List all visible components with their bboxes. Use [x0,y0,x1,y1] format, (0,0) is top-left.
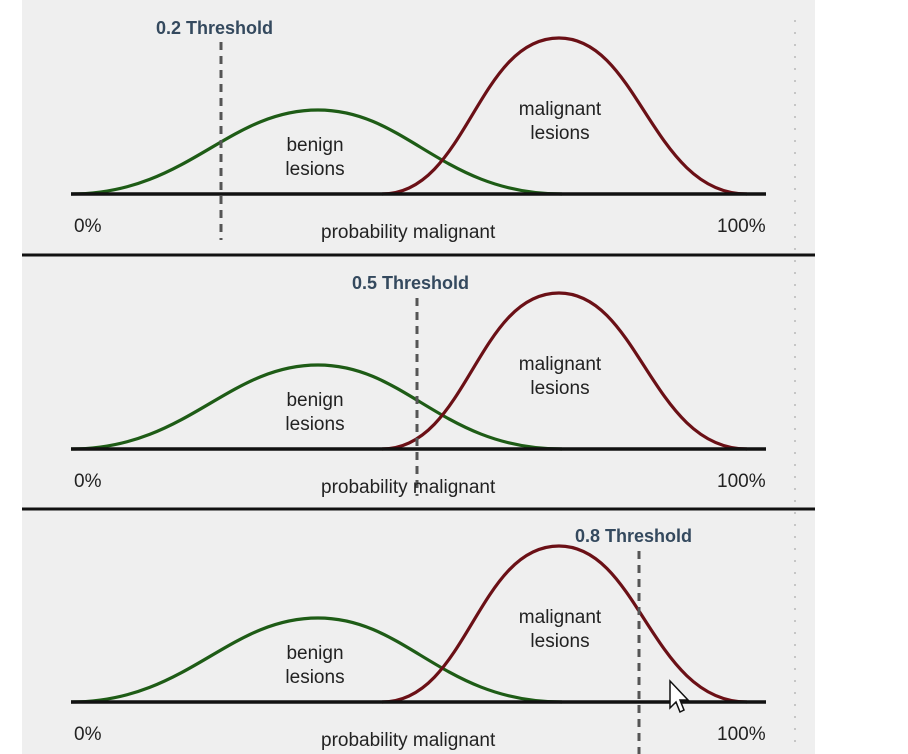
benign-label-line-1: benign [286,643,343,664]
threshold-label: 0.2 Threshold [156,18,273,38]
axis-left-label: 0% [74,216,102,237]
axis-title: probability malignant [321,222,496,243]
axis-title: probability malignant [321,730,496,751]
malignant-label-line-2: lesions [530,378,589,399]
panel-threshold-1: 0.2 Threshold benign lesions malignant l… [70,18,766,243]
malignant-label-line-2: lesions [530,123,589,144]
panel-threshold-2: 0.5 Threshold benign lesions malignant l… [70,273,766,498]
diagram-svg: 0.2 Threshold benign lesions malignant l… [22,18,815,754]
malignant-curve [381,544,748,704]
axis-right-label: 100% [717,216,766,237]
axis-right-label: 100% [717,471,766,492]
benign-label-line-2: lesions [285,159,344,180]
threshold-diagram: 0.2 Threshold benign lesions malignant l… [22,0,815,754]
threshold-label: 0.5 Threshold [352,273,469,293]
benign-curve [70,108,563,196]
malignant-curve [381,36,748,196]
malignant-curve [381,291,748,451]
malignant-label-line-1: malignant [519,99,602,120]
benign-label-line-2: lesions [285,667,344,688]
axis-left-label: 0% [74,724,102,745]
benign-label-line-1: benign [286,135,343,156]
benign-label-line-1: benign [286,390,343,411]
axis-title: probability malignant [321,477,496,498]
benign-curve [70,363,563,451]
malignant-label-line-1: malignant [519,607,602,628]
malignant-label-line-2: lesions [530,631,589,652]
arrow-cursor-icon [669,679,690,714]
malignant-label-line-1: malignant [519,354,602,375]
benign-label-line-2: lesions [285,414,344,435]
threshold-label: 0.8 Threshold [575,526,692,546]
panel-threshold-3: 0.8 Threshold benign lesions malignant l… [70,526,766,754]
axis-right-label: 100% [717,724,766,745]
axis-left-label: 0% [74,471,102,492]
benign-curve [70,616,563,704]
